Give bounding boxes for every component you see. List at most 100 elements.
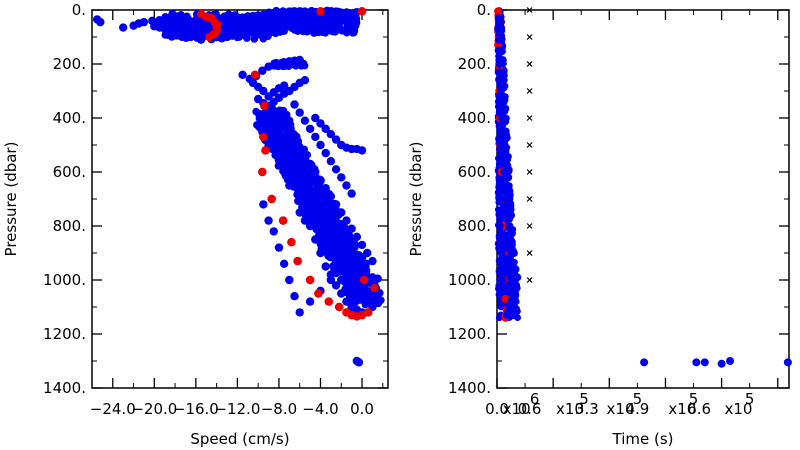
right-points bbox=[494, 7, 792, 368]
blue-point bbox=[294, 156, 303, 165]
blue-point bbox=[325, 223, 334, 231]
blue-point bbox=[308, 173, 316, 182]
blue-point bbox=[331, 262, 339, 271]
blue-point bbox=[372, 295, 380, 304]
y-tick-label: 1000. bbox=[43, 271, 86, 289]
blue-point bbox=[498, 276, 507, 284]
blue-point bbox=[279, 81, 289, 90]
blue-point bbox=[275, 159, 284, 167]
blue-point bbox=[351, 295, 360, 304]
blue-point bbox=[275, 27, 283, 35]
blue-point bbox=[310, 207, 318, 216]
x-tick-exponent: 6 bbox=[530, 390, 540, 408]
left-panel: 0. 200. 400. 600. 800. 1000. 1200. 1400. Pressur… bbox=[2, 1, 389, 448]
blue-point bbox=[692, 358, 701, 367]
blue-point bbox=[342, 237, 350, 246]
red-point bbox=[259, 132, 268, 142]
y-tick-label: 800. bbox=[458, 217, 491, 235]
blue-point bbox=[496, 241, 504, 249]
blue-point bbox=[347, 189, 356, 198]
blue-point bbox=[497, 100, 506, 109]
blue-point bbox=[357, 146, 367, 155]
blue-point bbox=[332, 218, 341, 226]
blue-point bbox=[321, 240, 329, 248]
blue-point bbox=[506, 235, 515, 244]
blue-point bbox=[368, 256, 377, 266]
x-tick-label: −12.0 bbox=[214, 400, 260, 418]
blue-point bbox=[346, 289, 355, 298]
blue-point bbox=[498, 208, 507, 217]
x-tick-label: x10 bbox=[503, 400, 531, 418]
blue-point bbox=[161, 12, 170, 21]
x-tick-exponent: 5 bbox=[689, 390, 699, 408]
blue-point bbox=[305, 124, 315, 133]
blue-point bbox=[96, 17, 105, 27]
blue-point bbox=[324, 250, 333, 258]
x-tick-exponent: 5 bbox=[745, 390, 755, 408]
blue-point bbox=[494, 68, 503, 77]
blue-point bbox=[165, 29, 173, 38]
blue-point bbox=[331, 165, 341, 174]
blue-point bbox=[274, 243, 284, 252]
blue-point bbox=[316, 119, 325, 128]
y-tick-label: 600. bbox=[53, 163, 86, 181]
x-tick-label: x10 bbox=[668, 400, 696, 418]
blue-point bbox=[326, 211, 335, 219]
blue-point bbox=[279, 259, 289, 268]
y-tick-label: 0. bbox=[477, 1, 491, 19]
x-tick-label: 6.6 bbox=[687, 400, 711, 418]
blue-point bbox=[265, 28, 273, 37]
blue-point bbox=[300, 76, 310, 85]
x-tick-label: 4.9 bbox=[625, 400, 649, 418]
blue-point bbox=[330, 241, 339, 249]
blue-point bbox=[357, 240, 367, 250]
blue-point bbox=[313, 191, 322, 199]
blue-point bbox=[294, 142, 303, 150]
x-marker bbox=[526, 34, 533, 40]
blue-point bbox=[287, 24, 296, 32]
blue-point bbox=[285, 142, 293, 151]
red-point bbox=[293, 256, 302, 266]
blue-point bbox=[496, 141, 505, 149]
blue-point bbox=[295, 308, 304, 317]
y-tick-label: 400. bbox=[53, 109, 86, 127]
blue-point bbox=[507, 211, 516, 220]
red-point bbox=[250, 70, 260, 80]
blue-point bbox=[514, 314, 521, 321]
blue-point bbox=[505, 222, 514, 230]
blue-point bbox=[317, 229, 326, 237]
blue-point bbox=[501, 243, 510, 252]
blue-point bbox=[497, 249, 506, 257]
blue-point bbox=[364, 289, 373, 298]
blue-point bbox=[285, 116, 294, 125]
blue-point bbox=[311, 132, 320, 142]
blue-point bbox=[496, 290, 504, 298]
blue-point bbox=[328, 203, 337, 211]
y-tick-label: 1400. bbox=[43, 379, 86, 397]
x-marker bbox=[526, 223, 533, 229]
blue-point bbox=[366, 295, 375, 304]
x-marker bbox=[526, 142, 533, 148]
blue-point bbox=[217, 14, 225, 23]
blue-point bbox=[294, 23, 303, 32]
blue-point bbox=[321, 124, 330, 133]
x-tick-exponent: 5 bbox=[633, 390, 643, 408]
blue-point bbox=[285, 275, 294, 285]
blue-point bbox=[717, 359, 726, 368]
blue-point bbox=[259, 21, 268, 29]
x-tick-label: −20.0 bbox=[131, 400, 177, 418]
blue-point bbox=[316, 183, 325, 192]
x-tick-label: −24.0 bbox=[90, 400, 136, 418]
blue-point bbox=[272, 12, 281, 21]
blue-point bbox=[640, 358, 649, 367]
y-axis-label: Pressure (dbar) bbox=[407, 142, 425, 257]
red-point bbox=[287, 238, 296, 247]
blue-point bbox=[280, 27, 288, 35]
blue-point bbox=[352, 20, 360, 28]
x-tick-label: x10 bbox=[607, 400, 635, 418]
plot-frame bbox=[91, 9, 389, 389]
blue-point bbox=[496, 127, 505, 136]
blue-point bbox=[256, 118, 264, 127]
blue-point bbox=[321, 189, 329, 198]
blue-point bbox=[357, 265, 366, 273]
